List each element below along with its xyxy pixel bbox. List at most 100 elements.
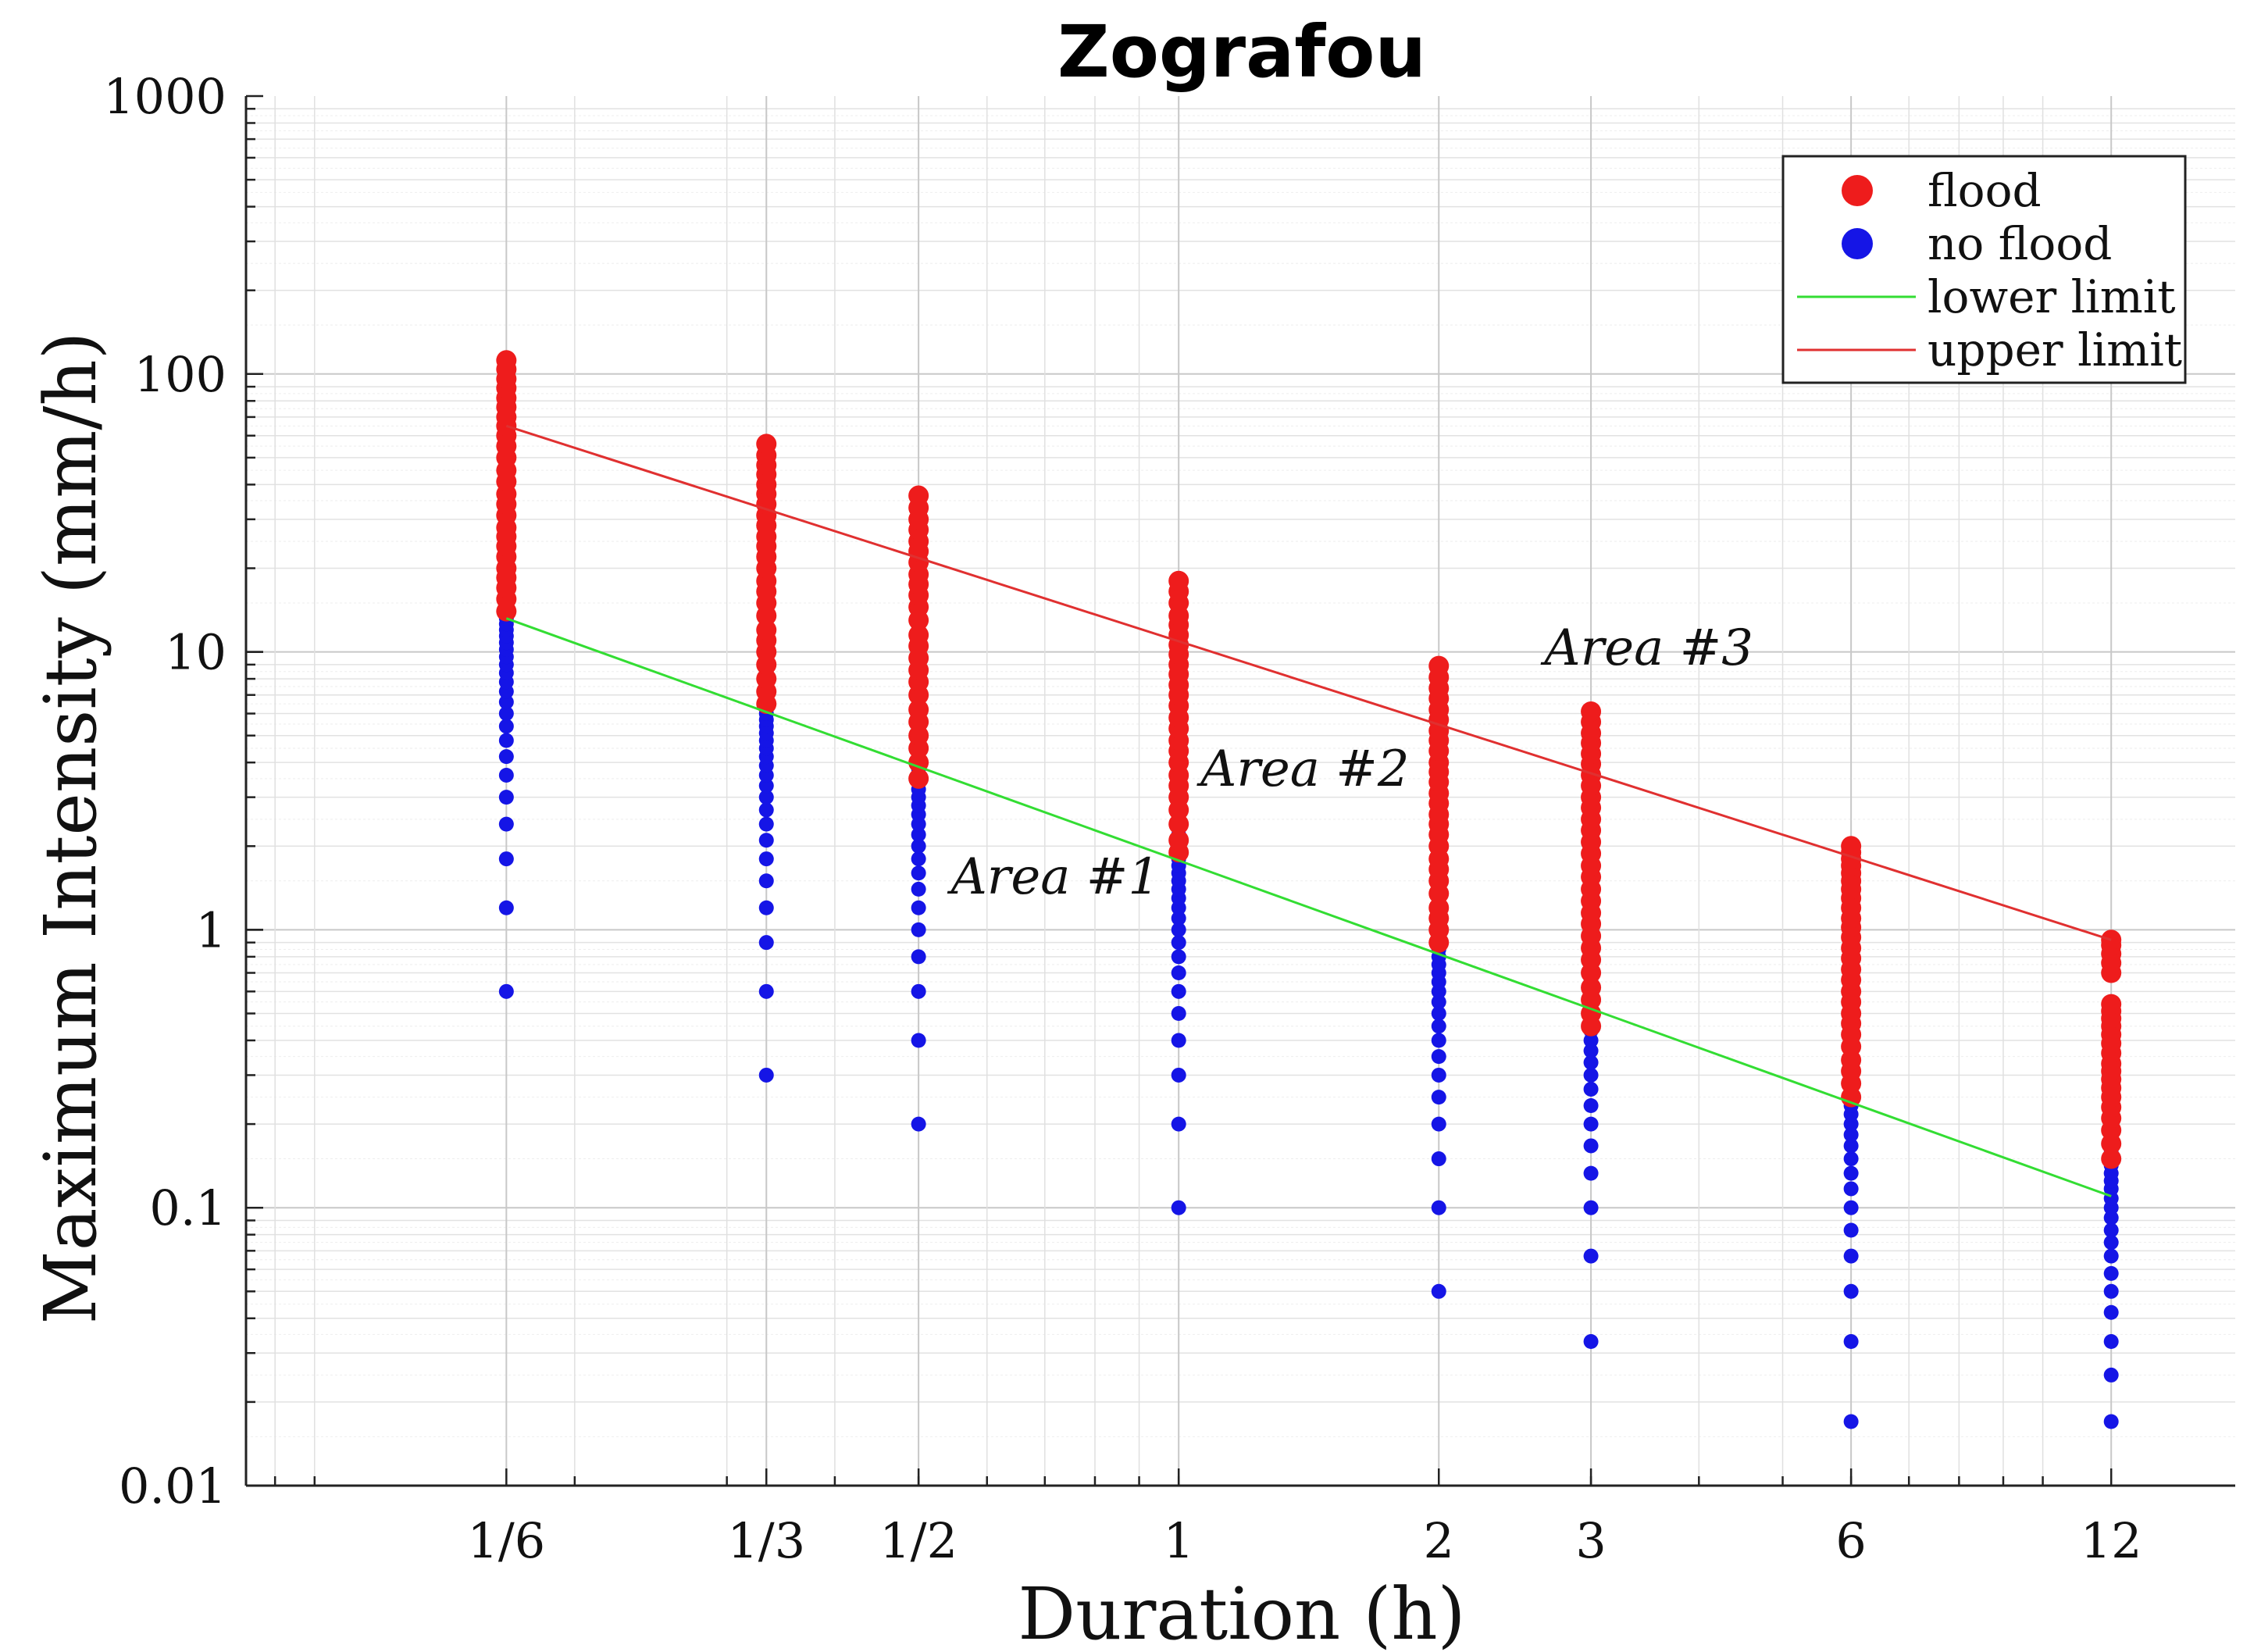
flood-point bbox=[756, 619, 777, 640]
annotation: Area #3 bbox=[1540, 619, 1753, 677]
flood-point bbox=[2101, 1148, 2122, 1169]
no-flood-point bbox=[2103, 1367, 2119, 1383]
legend-label: upper limit bbox=[1928, 323, 2182, 376]
no-flood-point bbox=[1431, 1049, 1446, 1065]
no-flood-point bbox=[1171, 1116, 1186, 1132]
no-flood-point bbox=[1431, 1019, 1446, 1034]
no-flood-point bbox=[1583, 1248, 1599, 1264]
upper-limit-line bbox=[505, 424, 2112, 941]
no-flood-point bbox=[1431, 1151, 1446, 1167]
no-flood-point bbox=[1431, 1283, 1446, 1299]
no-flood-point bbox=[1431, 1067, 1446, 1083]
legend-label: flood bbox=[1928, 164, 2042, 217]
limit-lines bbox=[505, 424, 2112, 1197]
no-flood-point bbox=[1583, 1081, 1599, 1097]
no-flood-point bbox=[911, 1116, 926, 1132]
no-flood-point bbox=[498, 719, 514, 734]
no-flood-point bbox=[758, 851, 774, 867]
no-flood-point bbox=[1843, 1165, 1859, 1181]
no-flood-point bbox=[1431, 1006, 1446, 1022]
no-flood-point bbox=[2103, 1235, 2119, 1251]
no-flood-point bbox=[1843, 1334, 1859, 1350]
x-tick-label: 2 bbox=[1424, 1512, 1454, 1569]
no-flood-point bbox=[911, 851, 926, 867]
annotation: Area #2 bbox=[1196, 740, 1410, 798]
no-flood-point bbox=[1431, 1116, 1446, 1132]
no-flood-point bbox=[498, 694, 514, 710]
flood-point bbox=[2101, 994, 2122, 1015]
legend-label: lower limit bbox=[1928, 270, 2176, 323]
x-tick-label: 3 bbox=[1575, 1512, 1606, 1569]
legend-marker bbox=[1842, 228, 1873, 259]
y-tick-label: 10 bbox=[165, 624, 226, 681]
no-flood-point bbox=[1843, 1127, 1859, 1143]
no-flood-point bbox=[911, 922, 926, 937]
chart-title: Zografou bbox=[1057, 10, 1426, 94]
no-flood-point bbox=[2103, 1334, 2119, 1350]
flood-point bbox=[1581, 977, 1602, 998]
no-flood-point bbox=[1431, 1200, 1446, 1215]
no-flood-point bbox=[2103, 1248, 2119, 1264]
no-flood-point bbox=[1843, 1151, 1859, 1167]
x-tick-label: 12 bbox=[2081, 1512, 2142, 1569]
x-tick-label: 6 bbox=[1835, 1512, 1866, 1569]
no-flood-point bbox=[2103, 1283, 2119, 1299]
flood-point bbox=[1168, 830, 1189, 851]
no-flood-point bbox=[758, 935, 774, 951]
x-tick-label: 1/3 bbox=[727, 1512, 805, 1569]
no-flood-point bbox=[1843, 1283, 1859, 1299]
no-flood-point bbox=[1843, 1222, 1859, 1238]
flood-point bbox=[1428, 655, 1450, 676]
no-flood-point bbox=[2103, 1222, 2119, 1238]
no-flood-point bbox=[758, 802, 774, 818]
no-flood-point bbox=[2103, 1265, 2119, 1281]
flood-point bbox=[756, 669, 777, 690]
no-flood-point bbox=[758, 983, 774, 999]
no-flood-point bbox=[758, 778, 774, 794]
no-flood-point bbox=[2103, 1414, 2119, 1429]
no-flood-point bbox=[758, 816, 774, 832]
no-flood-point bbox=[911, 865, 926, 881]
flood-point bbox=[908, 485, 929, 506]
no-flood-point bbox=[758, 900, 774, 915]
no-flood-point bbox=[911, 838, 926, 854]
no-flood-point bbox=[1171, 1033, 1186, 1048]
grid bbox=[246, 96, 2235, 1486]
no-flood-point bbox=[498, 816, 514, 832]
series-flood bbox=[496, 350, 2122, 1169]
flood-point bbox=[1581, 701, 1602, 722]
no-flood-point bbox=[1431, 994, 1446, 1010]
no-flood-point bbox=[911, 949, 926, 965]
y-tick-label: 0.01 bbox=[119, 1458, 226, 1515]
x-tick-label: 1/6 bbox=[467, 1512, 545, 1569]
no-flood-point bbox=[1583, 1067, 1599, 1083]
no-flood-point bbox=[498, 706, 514, 722]
no-flood-point bbox=[498, 983, 514, 999]
no-flood-point bbox=[911, 1033, 926, 1048]
no-flood-point bbox=[758, 833, 774, 848]
y-tick-label: 0.1 bbox=[149, 1179, 226, 1236]
no-flood-point bbox=[498, 900, 514, 915]
no-flood-point bbox=[1843, 1200, 1859, 1215]
no-flood-point bbox=[1843, 1181, 1859, 1197]
no-flood-point bbox=[498, 767, 514, 783]
no-flood-point bbox=[911, 900, 926, 915]
no-flood-point bbox=[1583, 1138, 1599, 1154]
no-flood-point bbox=[1171, 965, 1186, 981]
no-flood-point bbox=[1843, 1248, 1859, 1264]
lower-limit-line bbox=[505, 617, 2112, 1197]
flood-point bbox=[908, 625, 929, 646]
no-flood-point bbox=[1583, 1116, 1599, 1132]
no-flood-point bbox=[1583, 1200, 1599, 1215]
no-flood-point bbox=[911, 827, 926, 843]
no-flood-point bbox=[1171, 1067, 1186, 1083]
flood-point bbox=[908, 699, 929, 720]
no-flood-point bbox=[498, 851, 514, 867]
flood-point bbox=[1841, 836, 1862, 857]
y-tick-label: 1000 bbox=[103, 68, 226, 125]
no-flood-point bbox=[1843, 1414, 1859, 1429]
x-tick-label: 1 bbox=[1163, 1512, 1193, 1569]
